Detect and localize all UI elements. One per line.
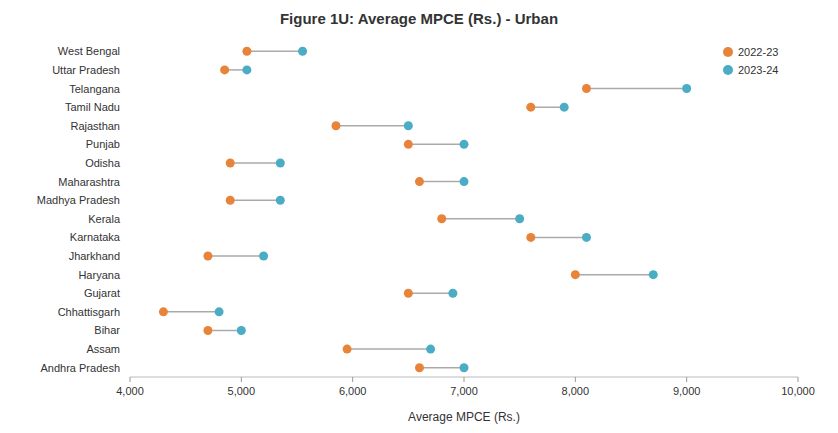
connector: [336, 125, 408, 127]
dot: [404, 140, 413, 149]
tick-label: 4,000: [116, 385, 144, 397]
dot: [415, 177, 424, 186]
dot: [298, 47, 307, 56]
dot: [415, 363, 424, 372]
dot: [276, 158, 285, 167]
tick-mark: [575, 377, 576, 382]
dot: [460, 363, 469, 372]
dot: [215, 307, 224, 316]
dot: [203, 326, 212, 335]
tick-mark: [798, 377, 799, 382]
tick-mark: [352, 377, 353, 382]
dot: [526, 233, 535, 242]
tick-label: 10,000: [781, 385, 815, 397]
dot: [242, 47, 251, 56]
dot: [649, 270, 658, 279]
tick-label: 6,000: [339, 385, 367, 397]
tick-mark: [686, 377, 687, 382]
category-label: Rajasthan: [70, 120, 120, 132]
dot: [515, 214, 524, 223]
tick-label: 5,000: [228, 385, 256, 397]
y-axis: West Bengal Uttar Pradesh Telangana Tamil N…: [37, 45, 121, 373]
category-label: Maharashtra: [58, 176, 121, 188]
connector: [230, 199, 280, 201]
category-label: Uttar Pradesh: [52, 64, 120, 76]
tick-mark: [130, 377, 131, 382]
connector: [408, 293, 453, 295]
dot: [560, 103, 569, 112]
category-label: Gujarat: [84, 287, 120, 299]
tick-label: 7,000: [450, 385, 478, 397]
legend-swatch: [723, 47, 733, 57]
connector: [247, 51, 303, 53]
category-label: Punjab: [86, 138, 120, 150]
connector: [575, 274, 653, 276]
x-axis-label: Average MPCE (Rs.): [408, 410, 520, 424]
dot: [159, 307, 168, 316]
category-label: Karnataka: [70, 231, 121, 243]
dot: [331, 121, 340, 130]
dot: [460, 140, 469, 149]
legend-swatch: [723, 65, 733, 75]
category-label: West Bengal: [58, 45, 120, 57]
dot: [404, 121, 413, 130]
dot: [343, 345, 352, 354]
dot: [437, 214, 446, 223]
chart: Figure 1U: Average MPCE (Rs.) - Urban 4,0…: [0, 0, 838, 433]
category-label: Odisha: [85, 157, 121, 169]
connector: [230, 162, 280, 164]
dot: [682, 84, 691, 93]
connector: [163, 311, 219, 313]
category-label: Kerala: [88, 213, 121, 225]
dot: [226, 196, 235, 205]
dot: [571, 270, 580, 279]
tick-label: 9,000: [673, 385, 701, 397]
category-label: Andhra Pradesh: [41, 362, 121, 374]
dot: [259, 252, 268, 261]
title: Figure 1U: Average MPCE (Rs.) - Urban: [280, 10, 558, 27]
connector: [347, 348, 431, 350]
connector: [208, 330, 241, 332]
dot: [203, 252, 212, 261]
x-axis: 4,000 5,000 6,000 7,000 8,000 9,000 10,000: [116, 377, 815, 397]
category-label: Telangana: [69, 83, 121, 95]
dot: [237, 326, 246, 335]
category-label: Assam: [86, 343, 120, 355]
connector: [531, 237, 587, 239]
connector: [586, 88, 686, 90]
tick-label: 8,000: [562, 385, 590, 397]
dot: [276, 196, 285, 205]
category-label: Bihar: [94, 324, 120, 336]
legend-label: 2022-23: [738, 46, 778, 58]
category-label: Tamil Nadu: [65, 101, 120, 113]
dot: [460, 177, 469, 186]
connector: [408, 144, 464, 146]
connector: [442, 218, 520, 220]
connector: [208, 255, 264, 257]
connector: [419, 181, 464, 183]
legend-label: 2023-24: [738, 64, 778, 76]
connector: [531, 106, 564, 108]
dot: [582, 233, 591, 242]
tick-mark: [464, 377, 465, 382]
dot: [226, 158, 235, 167]
category-label: Chhattisgarh: [58, 306, 120, 318]
dot: [582, 84, 591, 93]
dot: [526, 103, 535, 112]
tick-mark: [241, 377, 242, 382]
plot-area: [159, 47, 691, 372]
category-label: Haryana: [78, 269, 120, 281]
category-label: Madhya Pradesh: [37, 194, 120, 206]
connector: [419, 367, 464, 369]
category-label: Jharkhand: [69, 250, 120, 262]
dot: [220, 65, 229, 74]
dot: [404, 289, 413, 298]
dot: [242, 65, 251, 74]
legend: 2022-23 2023-24: [723, 46, 778, 76]
dot: [426, 345, 435, 354]
dot: [448, 289, 457, 298]
